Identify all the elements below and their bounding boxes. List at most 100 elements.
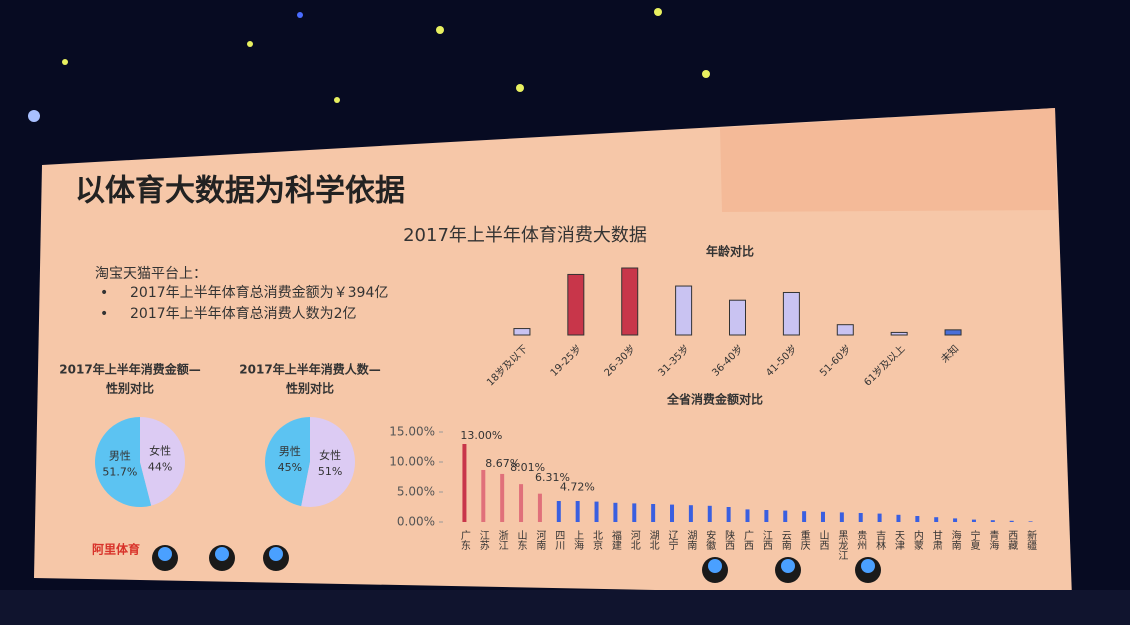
bullet-dot: • [100, 306, 108, 322]
x-tick-label: 甘肃 [930, 529, 942, 551]
bar [953, 518, 958, 522]
bar [613, 502, 618, 522]
x-tick-label: 贵州 [855, 529, 867, 550]
bar [782, 291, 800, 336]
slice-label: 女性 [149, 443, 171, 457]
bar [670, 504, 675, 522]
chart-title: 2017年上半年消费金额— [59, 362, 200, 377]
y-tick-label: 5.00% [397, 485, 435, 499]
bar [802, 511, 807, 522]
intro: 淘宝天猫平台上： [95, 266, 207, 282]
x-tick-label: 重庆 [798, 529, 810, 551]
chart-title: 年龄对比 [706, 244, 754, 259]
x-tick-label: 浙江 [496, 530, 508, 550]
value-label: 8.01% [510, 461, 545, 474]
bar [729, 299, 746, 336]
bar [820, 511, 825, 522]
bar [481, 469, 486, 522]
bar [707, 505, 712, 522]
x-tick-label: 北京 [591, 530, 603, 551]
bar [537, 493, 542, 522]
bullet: 2017年上半年体育总消费金额为￥394亿 [130, 285, 388, 301]
value-label: 4.72% [560, 481, 595, 494]
chart-title: 全省消费金额对比 [666, 392, 763, 407]
bar [915, 516, 920, 522]
y-tick-label: 10.00% [389, 455, 435, 469]
x-tick-label: 上海 [572, 530, 584, 551]
bar [783, 510, 788, 522]
value-label: 44% [148, 460, 172, 473]
x-tick-label: 江苏 [477, 530, 489, 551]
bar [990, 520, 995, 522]
y-tick-label: 0.00% [397, 515, 435, 529]
pie-slice [140, 417, 185, 506]
chart-title: 性别对比 [285, 381, 334, 396]
slide-title: 以体育大数据为科学依据 [75, 174, 405, 209]
x-tick-label: 陕西 [723, 529, 735, 550]
bar [877, 513, 882, 522]
value-label: 51% [318, 465, 342, 478]
bar [675, 285, 693, 336]
slice-label: 男性 [109, 449, 131, 463]
bar [934, 517, 939, 522]
bar [839, 512, 844, 522]
chart-title: 性别对比 [105, 381, 154, 396]
bar [858, 513, 863, 522]
bar [890, 331, 908, 336]
bar [632, 503, 637, 522]
bar [513, 328, 531, 336]
x-tick-label: 青海 [987, 529, 999, 551]
bar [971, 519, 976, 522]
bar [621, 267, 639, 336]
x-tick-label: 黑龙江 [836, 530, 848, 560]
bar [556, 501, 561, 522]
bar [519, 484, 524, 522]
slide-subtitle: 2017年上半年体育消费大数据 [403, 225, 647, 246]
x-tick-label: 河北 [628, 530, 640, 550]
header-band [720, 108, 1057, 212]
x-tick-label: 湖南 [685, 530, 697, 550]
value-label: 13.00% [460, 429, 502, 442]
chart-title: 2017年上半年消费人数— [239, 362, 380, 377]
bullet: 2017年上半年体育总消费人数为2亿 [130, 306, 357, 322]
bar [726, 507, 731, 522]
logo: 阿里体育 [92, 542, 140, 557]
x-tick-label: 内蒙 [911, 529, 923, 550]
x-tick-label: 海南 [949, 529, 961, 550]
x-tick-label: 江西 [760, 530, 772, 550]
stage-floor [0, 590, 1130, 625]
x-tick-label: 山西 [817, 530, 829, 550]
bar [745, 509, 750, 522]
bar [896, 514, 901, 522]
x-tick-label: 福建 [609, 529, 621, 550]
bar [462, 444, 467, 522]
x-tick-label: 广西 [742, 530, 754, 550]
y-tick-label: 15.00% [389, 425, 435, 439]
bar [764, 510, 769, 522]
slice-label: 男性 [279, 444, 301, 458]
bar [594, 501, 599, 522]
bar [575, 501, 580, 522]
bar [836, 324, 854, 336]
x-tick-label: 四川 [553, 530, 565, 550]
x-tick-label: 辽宁 [666, 530, 678, 550]
x-tick-label: 西藏 [1006, 530, 1018, 551]
bar [944, 329, 962, 336]
x-tick-label: 广东 [458, 530, 470, 550]
value-label: 8.67% [485, 457, 520, 470]
x-tick-label: 山东 [515, 530, 527, 550]
x-tick-label: 宁夏 [968, 529, 980, 550]
stage-stars [28, 8, 710, 122]
pie-slice [265, 417, 310, 507]
x-tick-label: 云南 [779, 530, 791, 550]
pie-slice [301, 417, 355, 507]
bar [567, 273, 585, 336]
x-tick-label: 安徽 [704, 529, 716, 551]
slice-label: 女性 [319, 448, 341, 462]
bar [688, 505, 693, 522]
bar [651, 504, 656, 522]
bar [1028, 521, 1033, 522]
bar [500, 473, 505, 522]
value-label: 51.7% [102, 466, 137, 479]
